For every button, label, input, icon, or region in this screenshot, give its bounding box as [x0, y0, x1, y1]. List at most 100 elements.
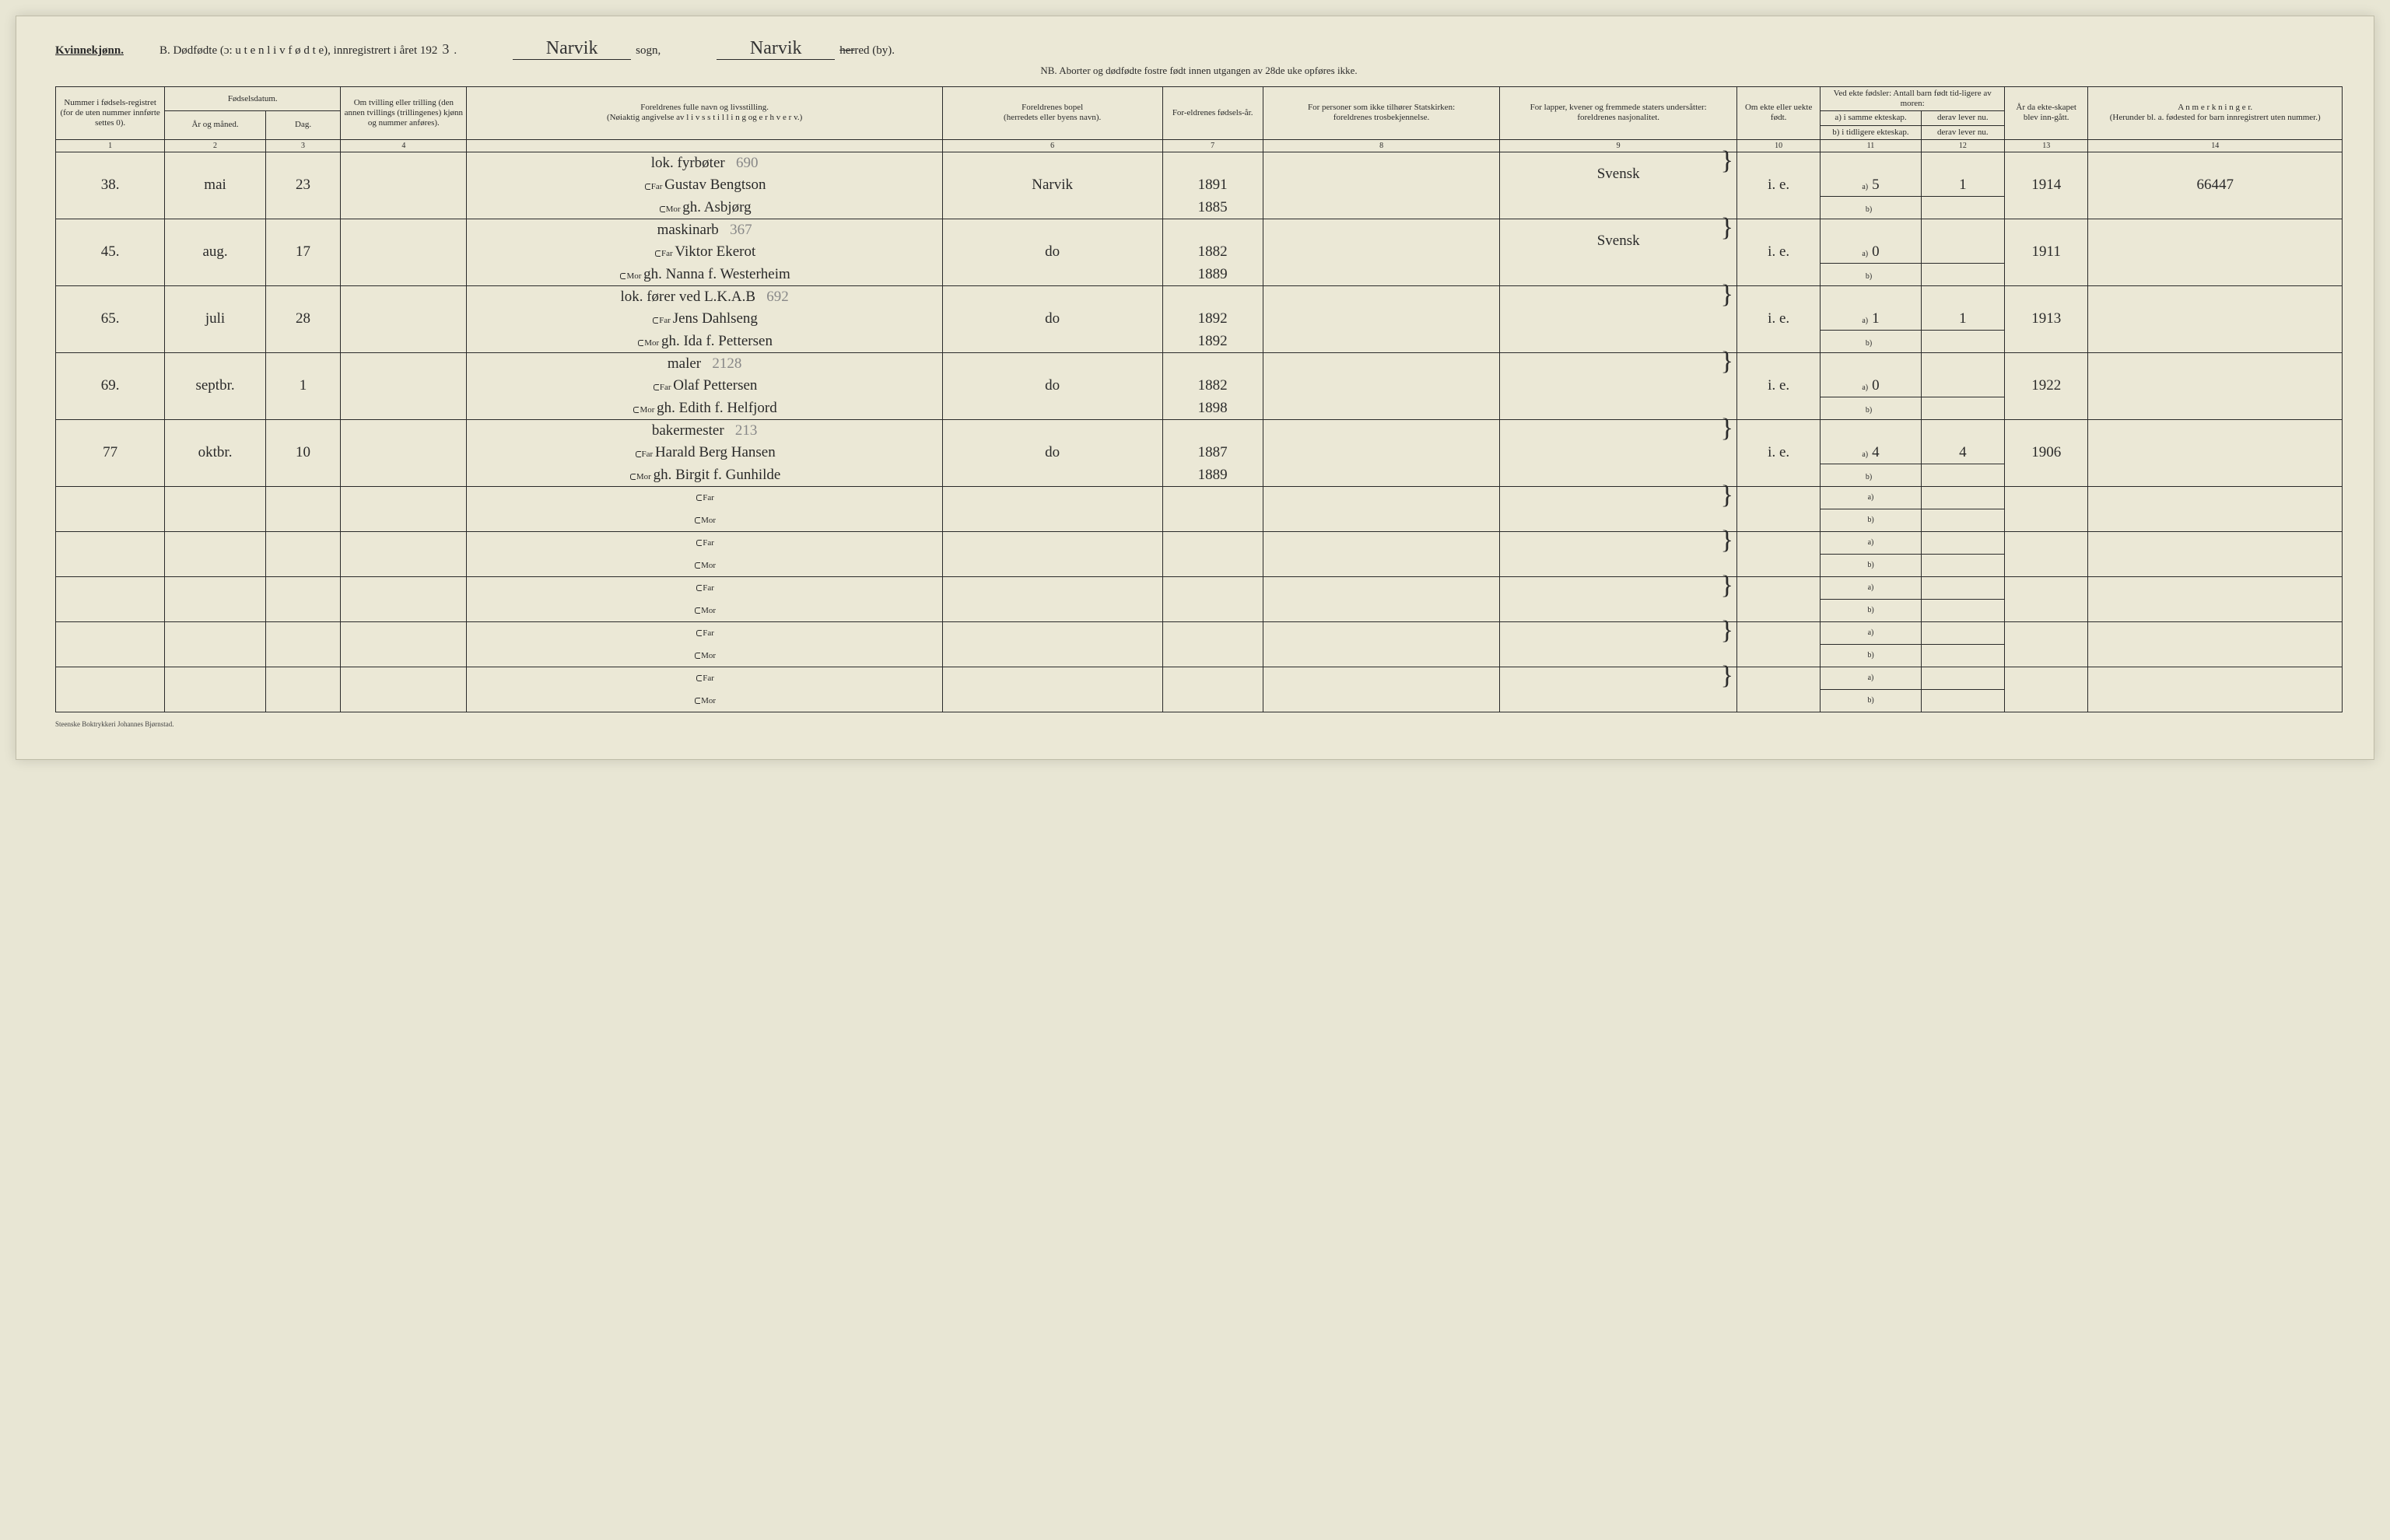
- entry-a-lever: [1921, 241, 2004, 264]
- entry-month: mai: [165, 152, 266, 219]
- entry-a-row: a) 5: [1821, 174, 1921, 197]
- entry-marriage-year: 1906: [2005, 419, 2088, 486]
- entry-nationality: [1500, 285, 1737, 330]
- entry-faith: [1263, 152, 1500, 219]
- col-7: For-eldrenes fødsels-år.: [1162, 87, 1263, 140]
- entry-day: 17: [265, 219, 340, 285]
- entry-day: 23: [265, 152, 340, 219]
- register-page: Kvinnekjønn. B. Dødfødte (ɔ: u t e n l i…: [16, 16, 2374, 760]
- col-11a: a) i samme ekteskap.: [1821, 111, 1921, 125]
- entry-twin: [341, 352, 467, 419]
- entry-a-lever: 1: [1921, 174, 2004, 197]
- entry-a-row: a) 0: [1821, 375, 1921, 397]
- entry-father: Far Harald Berg Hansen: [467, 442, 942, 464]
- entry-bopel: do: [942, 419, 1162, 486]
- entry-bopel: Narvik: [942, 152, 1162, 219]
- entry-nationality: [1500, 419, 1737, 464]
- entry-mother-year: 1889: [1162, 464, 1263, 486]
- entry-mother-year: 1898: [1162, 397, 1263, 419]
- entry-mother-year: 1892: [1162, 330, 1263, 352]
- entry-occupation: bakermester 213: [467, 419, 942, 442]
- entry-twin: [341, 285, 467, 352]
- entry-father-year: 1892: [1162, 308, 1263, 331]
- entry-num: 69.: [56, 352, 165, 419]
- entry-nationality: Svensk: [1500, 152, 1737, 196]
- entry-remarks: [2088, 219, 2343, 285]
- col-12b: derav lever nu.: [1921, 125, 2004, 139]
- entry-month: oktbr.: [165, 419, 266, 486]
- entry-a-lever: [1921, 375, 2004, 397]
- entry-faith: [1263, 419, 1500, 486]
- table-header: Nummer i fødsels-registret (for de uten …: [56, 87, 2343, 152]
- entry-b-row: b): [1821, 330, 1921, 352]
- entry-num: 77: [56, 419, 165, 486]
- entry-bopel: do: [942, 219, 1162, 285]
- entry-b-row: b): [1821, 263, 1921, 285]
- col-14: A n m e r k n i n g e r. (Herunder bl. a…: [2088, 87, 2343, 140]
- entry-faith: [1263, 219, 1500, 285]
- entry-num: 38.: [56, 152, 165, 219]
- entry-b-row: b): [1821, 397, 1921, 419]
- entry-ekte: i. e.: [1736, 285, 1820, 352]
- entry-bopel: do: [942, 352, 1162, 419]
- entry-remarks: [2088, 352, 2343, 419]
- col-9: For lapper, kvener og fremmede staters u…: [1500, 87, 1737, 140]
- entry-mother: Mor gh. Birgit f. Gunhilde: [467, 464, 942, 486]
- entry-father-year: 1891: [1162, 174, 1263, 197]
- printer-footer: Steenske Boktrykkeri Johannes Bjørnstad.: [55, 720, 2343, 728]
- entry-remarks: [2088, 419, 2343, 486]
- entry-ekte: i. e.: [1736, 219, 1820, 285]
- entry-mother-year: 1885: [1162, 196, 1263, 219]
- col-12a: derav lever nu.: [1921, 111, 2004, 125]
- herred-value: Narvik: [717, 38, 835, 60]
- entry-occupation: lok. fyrbøter 690: [467, 152, 942, 174]
- herred-label: herred (by).: [839, 44, 895, 58]
- entry-occupation: lok. fører ved L.K.A.B 692: [467, 285, 942, 308]
- entry-day: 10: [265, 419, 340, 486]
- entry-ekte: i. e.: [1736, 152, 1820, 219]
- entry-a-lever: 4: [1921, 442, 2004, 464]
- col-5: Foreldrenes fulle navn og livsstilling. …: [467, 87, 942, 140]
- entry-month: septbr.: [165, 352, 266, 419]
- entry-marriage-year: 1914: [2005, 152, 2088, 219]
- entry-occupation: maskinarb 367: [467, 219, 942, 241]
- entry-mother: Mor gh. Nanna f. Westerheim: [467, 263, 942, 285]
- sogn-label: sogn,: [636, 44, 661, 58]
- entry-day: 28: [265, 285, 340, 352]
- entry-father: Far Olaf Pettersen: [467, 375, 942, 397]
- sogn-value: Narvik: [513, 38, 631, 60]
- entry-father: Far Jens Dahlseng: [467, 308, 942, 331]
- entry-nationality: Svensk: [1500, 219, 1737, 263]
- col-10: Om ekte eller uekte født.: [1736, 87, 1820, 140]
- entry-marriage-year: 1922: [2005, 352, 2088, 419]
- entry-twin: [341, 152, 467, 219]
- entry-father: Far Gustav Bengtson: [467, 174, 942, 197]
- entry-remarks: [2088, 285, 2343, 352]
- col-1: Nummer i fødsels-registret (for de uten …: [56, 87, 165, 140]
- colnum-row: 1 2 3 4 6 7 8 9 10 11 12 13 14: [56, 139, 2343, 152]
- sex-label: Kvinnekjønn.: [55, 44, 124, 58]
- entry-ekte: i. e.: [1736, 352, 1820, 419]
- year-digit: 3: [442, 41, 449, 58]
- title-prefix: B. Dødfødte (ɔ: u t e n l i v f ø d t e)…: [159, 44, 437, 58]
- entry-a-row: a) 4: [1821, 442, 1921, 464]
- entry-mother: Mor gh. Edith f. Helfjord: [467, 397, 942, 419]
- entry-a-row: a) 1: [1821, 308, 1921, 331]
- entry-b-row: b): [1821, 464, 1921, 486]
- entry-marriage-year: 1913: [2005, 285, 2088, 352]
- entry-mother-year: 1889: [1162, 263, 1263, 285]
- col-2-top: Fødselsdatum.: [165, 87, 341, 111]
- entry-twin: [341, 219, 467, 285]
- entry-father: Far Viktor Ekerot: [467, 241, 942, 264]
- register-table: Nummer i fødsels-registret (for de uten …: [55, 86, 2343, 712]
- entry-father-year: 1887: [1162, 442, 1263, 464]
- entry-mother: Mor gh. Ida f. Pettersen: [467, 330, 942, 352]
- entry-remarks: 66447: [2088, 152, 2343, 219]
- title-line: Kvinnekjønn. B. Dødfødte (ɔ: u t e n l i…: [55, 38, 2343, 60]
- entry-bopel: do: [942, 285, 1162, 352]
- entry-faith: [1263, 285, 1500, 352]
- entry-month: aug.: [165, 219, 266, 285]
- entry-a-row: a) 0: [1821, 241, 1921, 264]
- col-2b: Dag.: [265, 111, 340, 139]
- col-13: År da ekte-skapet blev inn-gått.: [2005, 87, 2088, 140]
